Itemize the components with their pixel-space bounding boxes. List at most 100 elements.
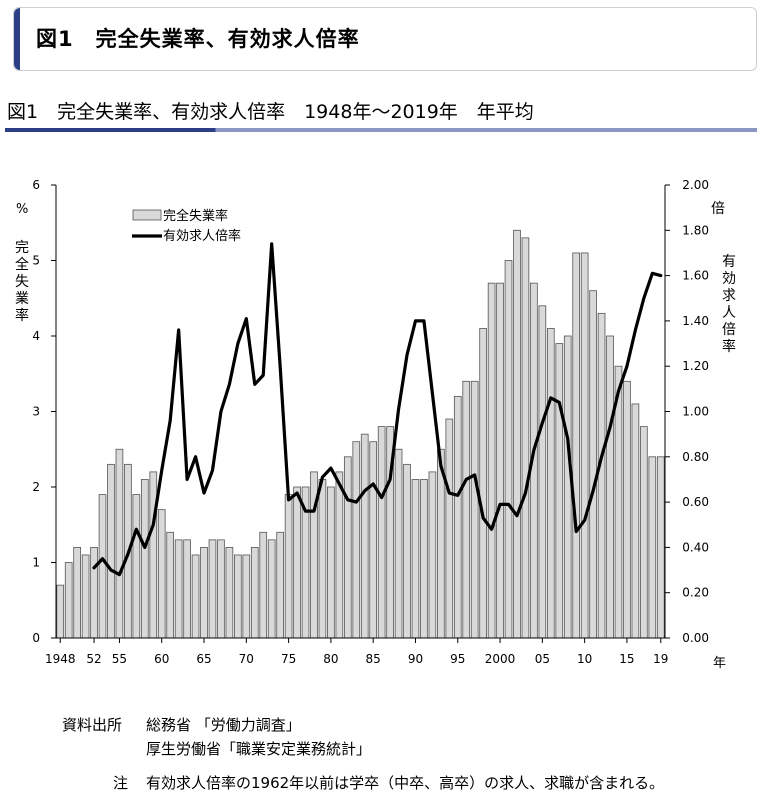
- unemployment-bar: [462, 380, 471, 639]
- unemployment-bar: [453, 395, 462, 639]
- unemployment-bar: [597, 312, 606, 639]
- unemployment-bar: [64, 562, 73, 639]
- x-tick-label: 55: [112, 652, 127, 666]
- unemployment-bar: [504, 260, 513, 639]
- right-tick-label: 1.40: [682, 314, 709, 328]
- unemployment-bar: [81, 554, 90, 639]
- x-tick-label: 85: [366, 652, 381, 666]
- left-tick-label: 3: [32, 405, 40, 419]
- x-tick-label: 95: [450, 652, 465, 666]
- unemployment-bar: [242, 554, 251, 639]
- right-tick-label: 0.80: [682, 450, 709, 464]
- unemployment-bar: [259, 531, 268, 639]
- x-tick-label: 10: [577, 652, 592, 666]
- x-tick-label: 80: [323, 652, 338, 666]
- unemployment-bar: [343, 456, 352, 639]
- unemployment-bar: [174, 539, 183, 639]
- unemployment-bar: [546, 328, 555, 639]
- x-tick-label: 90: [408, 652, 423, 666]
- left-axis-label-char: 業: [15, 291, 29, 307]
- right-axis-label-char: 倍: [722, 322, 736, 338]
- right-tick-label: 1.60: [682, 269, 709, 283]
- unemployment-bar: [318, 479, 327, 639]
- source-2: 厚生労働省「職業安定業務統計」: [146, 740, 372, 758]
- unemployment-bar: [420, 479, 428, 639]
- right-tick-label: 0.60: [682, 495, 709, 509]
- unemployment-bar: [623, 380, 631, 639]
- right-tick-label: 1.00: [682, 405, 709, 419]
- left-axis-label-char: 失: [15, 274, 29, 290]
- unemployment-bar: [73, 547, 81, 639]
- unemployment-bar: [555, 343, 564, 639]
- header-panel: 図1 完全失業率、有効求人倍率: [13, 7, 757, 71]
- header-accent-bar: [14, 8, 20, 70]
- unemployment-bar: [496, 282, 504, 639]
- unemployment-bar: [140, 479, 149, 639]
- unemployment-bar: [360, 433, 369, 639]
- x-unit: 年: [713, 656, 726, 671]
- unemployment-bar: [200, 547, 208, 639]
- title-underline: [5, 128, 757, 132]
- x-tick-label: 15: [619, 652, 634, 666]
- unemployment-bar: [191, 554, 200, 639]
- unemployment-bar: [208, 539, 217, 639]
- left-tick-label: 0: [32, 631, 40, 645]
- unemployment-bar: [606, 335, 614, 639]
- unemployment-bar: [149, 471, 158, 639]
- unemployment-bar: [225, 547, 234, 639]
- unemployment-bar: [563, 335, 572, 639]
- right-tick-label: 0.40: [682, 540, 709, 554]
- unemployment-bar: [572, 252, 581, 639]
- x-tick-label: 05: [535, 652, 550, 666]
- unemployment-bar: [335, 471, 344, 639]
- unemployment-bar: [394, 448, 403, 639]
- unemployment-bar: [352, 441, 361, 639]
- unemployment-bar: [411, 479, 420, 639]
- x-tick-label: 1948: [45, 652, 76, 666]
- unemployment-bar: [107, 463, 115, 639]
- left-tick-label: 5: [32, 254, 40, 268]
- unemployment-bar: [403, 463, 411, 639]
- left-axis-label-char: 完: [15, 240, 29, 256]
- unemployment-bar: [183, 539, 191, 639]
- left-tick-label: 4: [32, 329, 40, 343]
- right-tick-label: 1.20: [682, 359, 709, 373]
- right-tick-label: 0.00: [682, 631, 709, 645]
- right-axis-label-char: 有: [722, 254, 736, 270]
- unemployment-bar: [327, 486, 335, 639]
- unemployment-bar: [217, 539, 225, 639]
- unemployment-bar: [470, 380, 479, 639]
- x-tick-label: 65: [196, 652, 211, 666]
- right-axis-label-char: 人: [722, 305, 736, 321]
- unemployment-bar: [369, 441, 378, 639]
- x-tick-label: 60: [154, 652, 169, 666]
- unemployment-bar: [487, 282, 496, 639]
- unemployment-bar: [157, 509, 166, 639]
- right-tick-label: 2.00: [682, 178, 709, 192]
- right-axis-label-char: 率: [722, 338, 736, 355]
- page-title: 図1 完全失業率、有効求人倍率: [36, 27, 360, 51]
- unemployment-bar: [276, 531, 284, 639]
- unemployment-bar: [115, 448, 124, 639]
- note-label: 注: [113, 774, 129, 792]
- right-unit: 倍: [711, 201, 725, 217]
- x-tick-label: 2000: [485, 652, 516, 666]
- x-tick-label: 70: [239, 652, 254, 666]
- unemployment-bar: [377, 426, 386, 639]
- job-offers-ratio-line: [92, 242, 663, 577]
- legend-bar-swatch: [132, 209, 162, 221]
- unemployment-bar: [631, 403, 640, 639]
- unemployment-bar: [589, 290, 597, 639]
- x-tick-label: 52: [86, 652, 101, 666]
- unemployment-bar: [640, 426, 648, 639]
- unemployment-bar: [656, 456, 665, 639]
- unemployment-bar: [234, 554, 242, 639]
- x-tick-label: 19: [653, 652, 668, 666]
- unemployment-bar: [90, 547, 98, 639]
- right-axis-label-char: 求: [722, 288, 736, 304]
- unemployment-bar: [479, 328, 487, 639]
- left-tick-label: 1: [32, 556, 40, 570]
- left-axis-label-char: 率: [15, 307, 29, 324]
- legend-bar-label: 完全失業率: [163, 208, 228, 224]
- unemployment-bar: [166, 531, 175, 639]
